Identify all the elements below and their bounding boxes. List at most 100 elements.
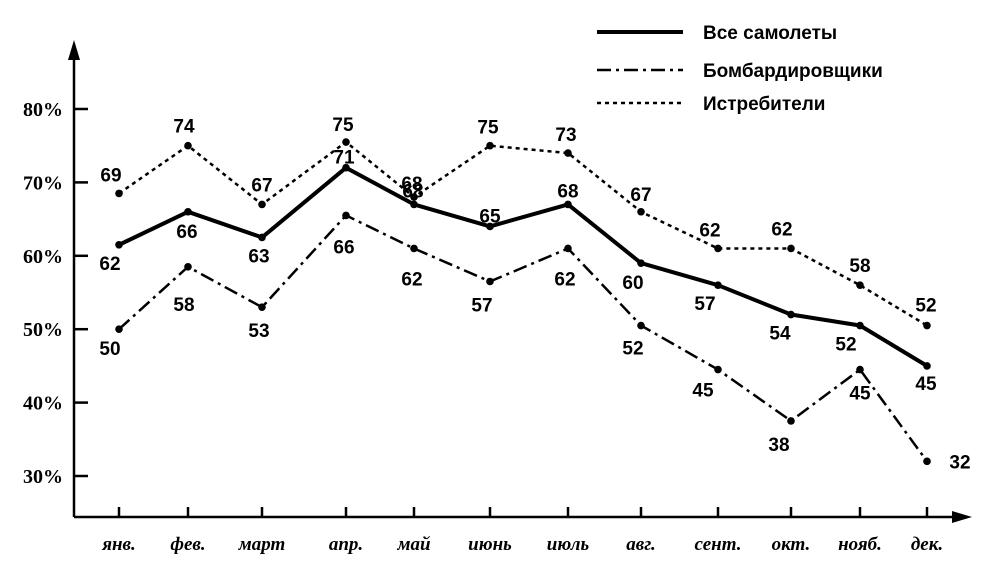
series-fighters-data-label: 69 — [100, 165, 121, 186]
series-all-aircraft-point — [184, 207, 192, 216]
series-fighters-data-label: 58 — [849, 256, 870, 277]
x-tick-label: июль — [547, 534, 590, 555]
series-all-aircraft-point — [410, 200, 418, 209]
data-labels: 62 66 63 71 68 65 68 60 57 54 52 45 50 58 53 66 62 57 62 52… — [99, 115, 970, 473]
series-all-aircraft-data-label: 65 — [479, 206, 501, 227]
series-fighters-data-label: 67 — [630, 185, 651, 206]
series-bombers-point — [184, 263, 192, 271]
series-bombers-data-label: 62 — [554, 269, 575, 290]
series-fighters-point — [787, 244, 795, 253]
series-bombers-point — [564, 244, 572, 253]
series-fighters-data-label: 62 — [699, 220, 720, 241]
series-bombers-data-label: 45 — [849, 384, 871, 405]
series-all-aircraft-point — [787, 310, 795, 319]
series-all-aircraft-data-label: 45 — [915, 374, 937, 395]
x-tick-label: фев. — [170, 534, 205, 555]
series-bombers-data-label: 45 — [692, 381, 714, 402]
series-bombers-data-label: 58 — [173, 295, 194, 316]
series-bombers-point — [856, 365, 864, 374]
y-tick-label: 30% — [23, 466, 63, 488]
series-all-aircraft-point — [714, 281, 722, 289]
series-fighters-point — [637, 207, 645, 216]
series-fighters-point — [714, 244, 722, 253]
series-fighters-point — [564, 149, 572, 157]
series-fighters-point — [342, 138, 350, 146]
series-fighters-point — [258, 200, 266, 209]
series-fighters-data-label: 75 — [477, 118, 499, 139]
series-all-aircraft-point — [486, 222, 494, 231]
series-all-aircraft-point — [923, 362, 931, 370]
series-fighters-data-label: 73 — [555, 125, 576, 146]
y-tick-label: 70% — [23, 172, 63, 194]
series-all-aircraft-data-label: 60 — [622, 273, 643, 294]
x-ticks: янв. фев. март апр. май июнь июль авг. сент. окт.… — [101, 507, 943, 555]
y-tick-label: 50% — [23, 319, 63, 341]
x-tick-label: март — [238, 534, 286, 555]
series-bombers-data-label: 66 — [333, 237, 354, 258]
series-fighters-data-label: 75 — [332, 115, 354, 136]
x-tick-label: янв. — [101, 534, 136, 555]
y-tick-label: 80% — [23, 99, 63, 121]
series-fighters-point — [486, 141, 494, 150]
series-bombers-data-label: 38 — [768, 435, 789, 456]
legend-label-bombers: Бомбардировщики — [703, 61, 883, 82]
series-bombers-point — [410, 244, 418, 253]
x-tick-label: дек. — [911, 534, 943, 555]
series-bombers-point — [342, 211, 350, 220]
x-tick-label: окт. — [772, 534, 811, 555]
axes — [68, 40, 972, 523]
series-fighters-point — [923, 321, 931, 330]
series-all-aircraft-data-label: 68 — [557, 181, 578, 202]
series-fighters-data-label: 52 — [915, 296, 936, 317]
series-all-aircraft-point — [856, 321, 864, 330]
x-tick-label: май — [396, 534, 430, 555]
series-fighters-data-label: 62 — [771, 219, 792, 240]
series-fighters-point — [410, 193, 418, 201]
y-tick-label: 60% — [23, 246, 63, 268]
series-all-aircraft-data-label: 54 — [769, 324, 791, 345]
x-tick-label: авг. — [626, 534, 656, 555]
series-all-aircraft-data-label: 52 — [835, 335, 856, 356]
series-all-aircraft-data-label: 63 — [248, 246, 269, 267]
series-bombers-point — [923, 457, 931, 466]
series-bombers-point — [637, 321, 645, 330]
series-bombers-data-label: 62 — [401, 269, 422, 290]
series-bombers-point — [787, 417, 795, 425]
series-fighters-line — [118, 140, 928, 327]
y-ticks: 30% 40% 50% 60% 70% 80% — [23, 99, 88, 488]
series-all-aircraft-data-label: 68 — [402, 181, 423, 202]
series-bombers-data-label: 57 — [471, 295, 492, 316]
series-bombers-data-label: 52 — [622, 339, 643, 360]
y-tick-label: 40% — [23, 393, 63, 415]
x-tick-label: нояб. — [838, 534, 882, 555]
series-bombers-data-label: 50 — [99, 339, 120, 360]
series-fighters-point — [856, 281, 864, 289]
series-bombers-point — [714, 365, 722, 374]
series-all-aircraft-data-label: 71 — [333, 148, 355, 169]
series-layer — [115, 138, 931, 466]
series-bombers-point — [258, 303, 266, 311]
legend-label-fighters: Истребители — [703, 94, 826, 115]
series-all-aircraft-point — [637, 259, 645, 267]
series-all-aircraft-data-label: 62 — [99, 254, 120, 275]
y-axis-arrow — [68, 40, 80, 60]
series-all-aircraft-point — [258, 233, 266, 242]
series-fighters-data-label: 68 — [401, 174, 422, 195]
series-all-aircraft-point — [564, 200, 572, 209]
series-all-aircraft-data-label: 57 — [694, 294, 715, 315]
series-bombers-point — [115, 325, 123, 334]
legend: Все самолеты Бомбардировщики Истребители — [597, 23, 883, 115]
series-bombers-data-label: 32 — [949, 452, 970, 473]
series-bombers-line — [118, 214, 929, 463]
x-tick-label: июнь — [468, 534, 512, 555]
series-fighters-point — [184, 141, 192, 150]
series-bombers-point — [486, 277, 494, 286]
x-tick-label: апр. — [329, 534, 363, 555]
series-fighters-data-label: 74 — [173, 117, 195, 138]
legend-label-all-aircraft: Все самолеты — [703, 23, 837, 44]
series-all-aircraft-data-label: 66 — [176, 222, 197, 243]
x-tick-label: сент. — [695, 534, 742, 555]
series-all-aircraft-point — [342, 163, 350, 172]
x-axis-arrow — [952, 511, 972, 523]
